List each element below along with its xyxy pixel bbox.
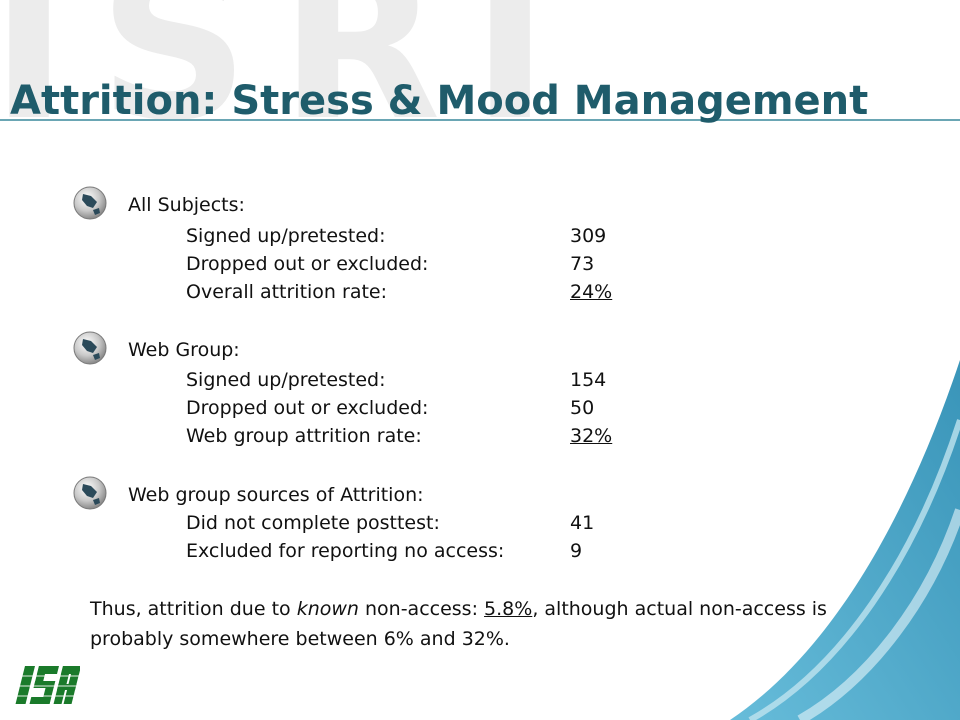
section-heading: Web group sources of Attrition: — [128, 484, 424, 506]
row-label: Web group attrition rate: — [186, 425, 422, 447]
title-underline-rule — [0, 119, 960, 121]
globe-bullet-icon — [73, 331, 107, 365]
row-label: Signed up/pretested: — [186, 369, 386, 391]
row-value: 154 — [570, 369, 607, 391]
isa-logo: ISA — [14, 662, 82, 712]
globe-bullet-icon — [73, 476, 107, 510]
decorative-swoosh — [730, 360, 960, 720]
section-heading: Web Group: — [128, 339, 240, 361]
summary-text: , although actual non-access is probably… — [90, 598, 827, 650]
row-label: Excluded for reporting no access: — [186, 540, 505, 562]
row-value: 32% — [570, 425, 613, 447]
row-label: Overall attrition rate: — [186, 281, 388, 303]
section-heading: All Subjects: — [128, 194, 245, 216]
row-value: 309 — [570, 225, 607, 247]
row-value: 41 — [570, 512, 595, 534]
summary-text: non-access: — [358, 598, 485, 620]
row-value: 50 — [570, 397, 595, 419]
globe-bullet-icon — [73, 186, 107, 220]
row-value: 24% — [570, 281, 613, 303]
row-value: 9 — [570, 540, 583, 562]
slide-title: Attrition: Stress & Mood Management — [10, 78, 869, 124]
isa-logo-icon — [14, 666, 82, 704]
row-label: Dropped out or excluded: — [186, 397, 429, 419]
row-label: Did not complete posttest: — [186, 512, 440, 534]
summary-emphasis: known — [296, 598, 359, 620]
background-watermark: ISRI — [0, 0, 580, 167]
row-value: 73 — [570, 253, 595, 275]
row-label: Signed up/pretested: — [186, 225, 386, 247]
summary-paragraph: Thus, attrition due to known non-access:… — [90, 594, 850, 654]
summary-text: Thus, attrition due to — [90, 598, 297, 620]
summary-highlight: 5.8% — [484, 598, 533, 620]
row-label: Dropped out or excluded: — [186, 253, 429, 275]
